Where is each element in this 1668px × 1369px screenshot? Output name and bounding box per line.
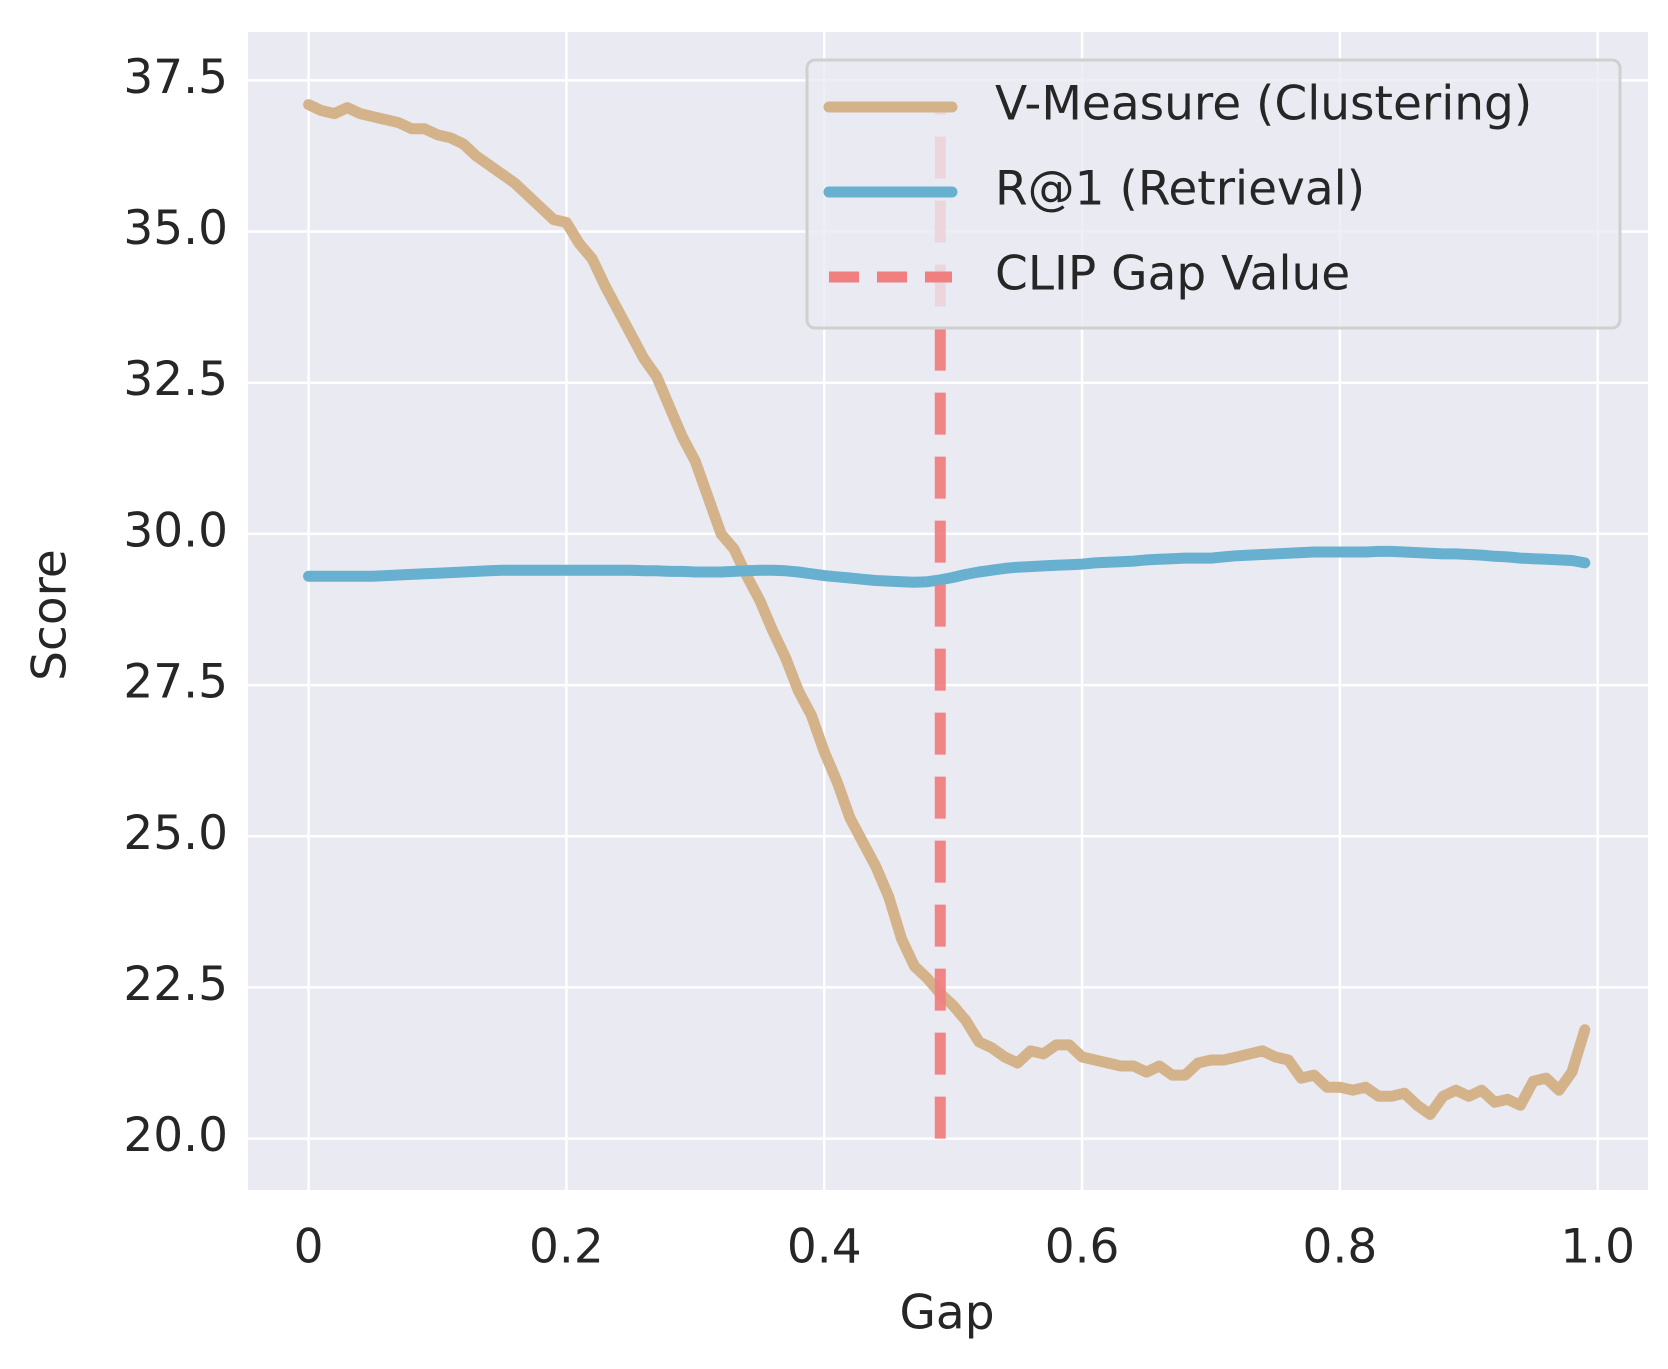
y-tick-label: 27.5 xyxy=(123,655,228,710)
x-tick-label: 0.4 xyxy=(787,1220,862,1275)
y-tick-label: 35.0 xyxy=(123,201,228,256)
legend-label: R@1 (Retrieval) xyxy=(995,162,1365,217)
y-tick-label: 30.0 xyxy=(123,503,228,558)
legend-label: V-Measure (Clustering) xyxy=(995,77,1532,132)
y-axis-label: Score xyxy=(23,549,78,681)
y-tick-label: 37.5 xyxy=(123,50,228,105)
x-tick-label: 1.0 xyxy=(1560,1220,1635,1275)
x-tick-label: 0.2 xyxy=(529,1220,604,1275)
data-line xyxy=(303,99,1591,1120)
y-tick-label: 20.0 xyxy=(123,1108,228,1163)
x-tick-label: 0.8 xyxy=(1303,1220,1378,1275)
x-tick-label: 0 xyxy=(294,1220,324,1275)
legend-box xyxy=(805,58,1622,330)
y-tick-label: 22.5 xyxy=(123,957,228,1012)
x-tick-label: 0.6 xyxy=(1045,1220,1120,1275)
data-line xyxy=(303,545,1591,588)
legend-label: CLIP Gap Value xyxy=(995,247,1350,302)
x-axis-label: Gap xyxy=(899,1286,994,1341)
y-tick-label: 25.0 xyxy=(123,806,228,861)
y-tick-label: 32.5 xyxy=(123,352,228,407)
